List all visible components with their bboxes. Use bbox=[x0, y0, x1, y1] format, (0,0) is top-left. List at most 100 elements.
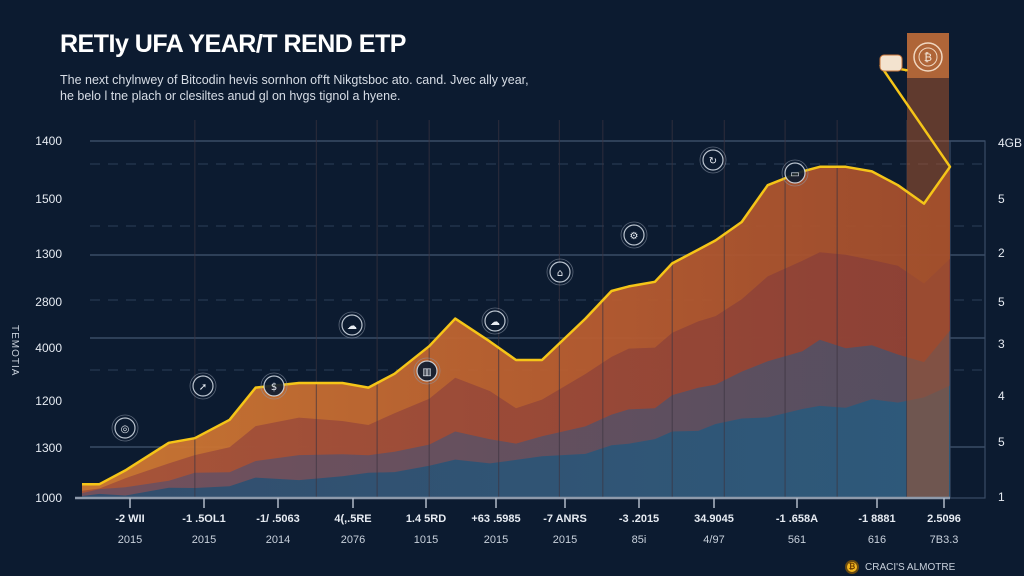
x-tick-year: 7B3.3 bbox=[930, 534, 959, 546]
marker-ring bbox=[341, 314, 363, 336]
marker-halo bbox=[189, 372, 217, 400]
x-tick-year: 2014 bbox=[266, 534, 290, 546]
x-tick-year: 2015 bbox=[192, 534, 216, 546]
legend: ₿ CRACI'S ALMOTRE bbox=[845, 560, 955, 574]
bitcoin-glyph: ₿ bbox=[924, 51, 932, 64]
bitcoin-icon: ₿ bbox=[913, 42, 943, 72]
marker-ring bbox=[192, 375, 214, 397]
x-tick-label: -1 .5OL1 bbox=[182, 513, 225, 525]
vertical-dividers bbox=[194, 120, 908, 498]
y-tick-right: 5 bbox=[998, 435, 1005, 449]
marker-halo bbox=[781, 159, 809, 187]
marker-halo bbox=[699, 146, 727, 174]
bank-icon: ⌂ bbox=[546, 258, 574, 286]
wallet-icon bbox=[879, 54, 903, 72]
trend-line bbox=[82, 64, 952, 486]
card-icon: ▭ bbox=[781, 159, 809, 187]
y-axis-label: TEMOTIA bbox=[9, 325, 20, 376]
bitcoin-inner bbox=[918, 47, 938, 67]
x-tick-year: 561 bbox=[788, 534, 806, 546]
trend-line-group bbox=[82, 64, 952, 486]
x-axis: -2 WII 2015 -1 .5OL1 2015 -1/ .5063 2014 4(,.5… bbox=[115, 498, 961, 546]
y-tick-right: 3 bbox=[998, 337, 1005, 351]
x-tick-label: 34.9045 bbox=[694, 513, 734, 525]
y-tick-left: 4000 bbox=[35, 341, 62, 355]
stacked-areas bbox=[82, 166, 950, 499]
y-tick-left: 1500 bbox=[35, 192, 62, 206]
marker-glyph: ☁ bbox=[347, 321, 357, 332]
marker-glyph: ⌂ bbox=[557, 268, 563, 279]
x-tick-year: 616 bbox=[868, 534, 886, 546]
x-tick-year: 2076 bbox=[341, 534, 365, 546]
bitcoin-coin-icon: ₿ bbox=[845, 560, 859, 574]
x-tick-label: 2.5096 bbox=[927, 513, 961, 525]
x-tick-label: -2 WII bbox=[115, 513, 144, 525]
y-axis-right: 4GB 5 2 5 3 4 5 1 bbox=[998, 136, 1022, 504]
x-tick-label: -1/ .5063 bbox=[256, 513, 299, 525]
y-tick-right: 4GB bbox=[998, 136, 1022, 150]
x-tick-year: 2015 bbox=[553, 534, 577, 546]
x-tick-year: 85i bbox=[632, 534, 647, 546]
x-tick-year: 1015 bbox=[414, 534, 438, 546]
refresh-icon: ↻ bbox=[699, 146, 727, 174]
x-tick-label: -1 .658A bbox=[776, 513, 818, 525]
y-tick-right: 1 bbox=[998, 490, 1005, 504]
globe-icon: ◎ bbox=[111, 414, 139, 442]
marker-ring bbox=[623, 224, 645, 246]
peak-column bbox=[907, 33, 949, 498]
chart-icon: ▥ bbox=[413, 357, 441, 385]
dollar-icon: $ bbox=[260, 372, 288, 400]
y-tick-left: 1000 bbox=[35, 491, 62, 505]
y-tick-left: 1300 bbox=[35, 247, 62, 261]
peak-highlight bbox=[907, 33, 949, 498]
marker-ring bbox=[549, 261, 571, 283]
marker-glyph: ▭ bbox=[790, 169, 799, 180]
cloud-icon: ☁ bbox=[338, 311, 366, 339]
tools-icon: ⚙ bbox=[620, 221, 648, 249]
marker-halo bbox=[338, 311, 366, 339]
x-tick-label: -3 .2015 bbox=[619, 513, 659, 525]
marker-ring bbox=[263, 375, 285, 397]
wallet-shape bbox=[879, 54, 903, 72]
x-tick-label: -7 ANRS bbox=[543, 513, 587, 525]
marker-glyph: $ bbox=[271, 382, 277, 393]
x-tick-label: 1.4 5RD bbox=[406, 513, 446, 525]
y-tick-right: 5 bbox=[998, 295, 1005, 309]
y-axis-left: 1400 1500 1300 2800 4000 1200 1300 1000 bbox=[35, 134, 62, 505]
marker-halo bbox=[413, 357, 441, 385]
x-tick-label: -1 8881 bbox=[858, 513, 895, 525]
marker-halo bbox=[260, 372, 288, 400]
marker-glyph: ↻ bbox=[709, 156, 717, 167]
marker-halo bbox=[481, 307, 509, 335]
marker-glyph: ☁ bbox=[490, 317, 500, 328]
marker-glyph: ◎ bbox=[121, 424, 130, 435]
chart-title: RETIy UFA YEAR/T REND ETP bbox=[60, 30, 406, 58]
marker-halo bbox=[620, 221, 648, 249]
event-markers: ◎ ➚ $ ☁ ▥ ☁ ⌂ ⚙ ↻ ▭ ₿ bbox=[111, 42, 943, 442]
legend-label: CRACI'S ALMOTRE bbox=[865, 561, 956, 573]
marker-glyph: ➚ bbox=[199, 382, 207, 393]
bitcoin-ring bbox=[913, 42, 943, 72]
marker-halo bbox=[546, 258, 574, 286]
y-tick-left: 2800 bbox=[35, 295, 62, 309]
marker-ring bbox=[484, 310, 506, 332]
area-layer-base bbox=[82, 385, 950, 498]
marker-glyph: ⚙ bbox=[630, 231, 639, 242]
x-tick-year: 2015 bbox=[118, 534, 142, 546]
y-tick-left: 1400 bbox=[35, 134, 62, 148]
marker-glyph: ▥ bbox=[422, 367, 431, 378]
y-tick-right: 4 bbox=[998, 389, 1005, 403]
x-tick-label: +63 .5985 bbox=[471, 513, 520, 525]
x-tick-label: 4(,.5RE bbox=[334, 513, 371, 525]
rocket-icon: ➚ bbox=[189, 372, 217, 400]
y-tick-left: 1200 bbox=[35, 394, 62, 408]
chart-subtitle: The next chylnwey of Bitcodin hevis sorn… bbox=[60, 73, 529, 103]
marker-ring bbox=[416, 360, 438, 382]
marker-ring bbox=[702, 149, 724, 171]
right-frame bbox=[949, 140, 986, 499]
x-tick-year: 4/97 bbox=[703, 534, 724, 546]
y-tick-right: 2 bbox=[998, 246, 1005, 260]
marker-ring bbox=[114, 417, 136, 439]
marker-ring bbox=[784, 162, 806, 184]
